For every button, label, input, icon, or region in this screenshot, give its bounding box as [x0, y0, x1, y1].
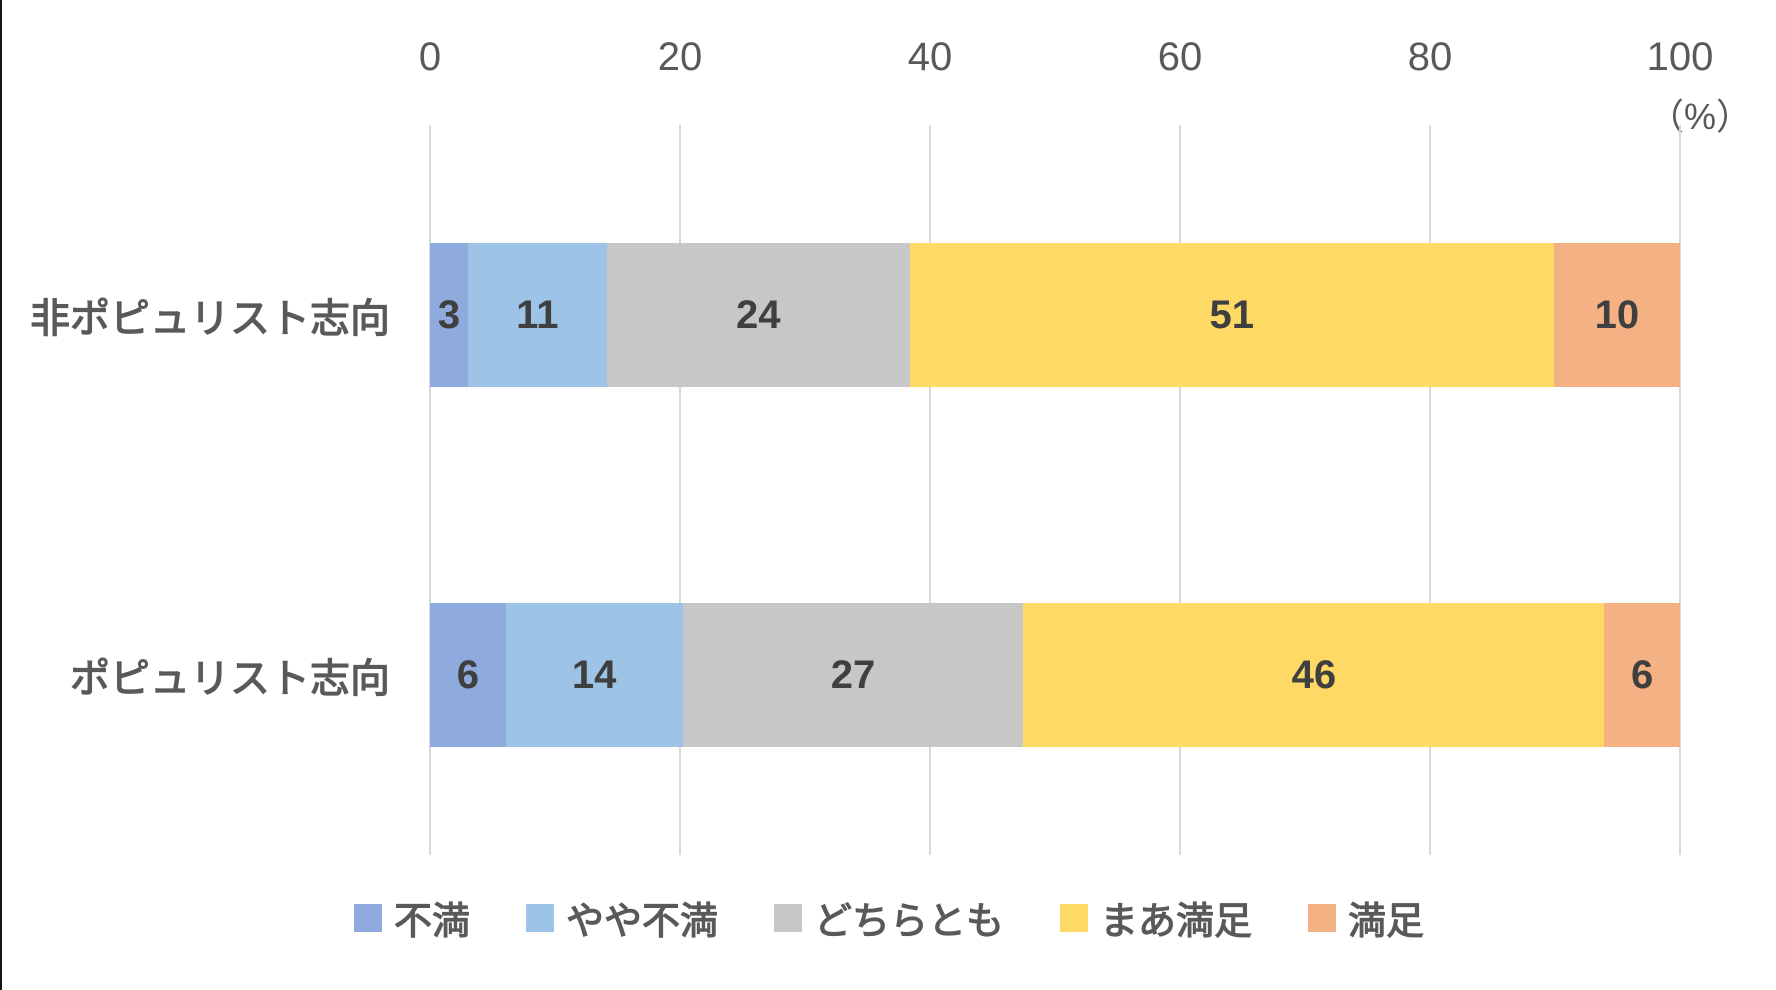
legend-swatch — [773, 903, 802, 932]
data-label: 14 — [571, 652, 617, 697]
x-tick-label: 20 — [657, 35, 703, 79]
legend-swatch — [353, 903, 382, 932]
data-label: 24 — [736, 292, 781, 337]
bar-segment: 10 — [1553, 243, 1680, 387]
legend-item: 満足 — [1308, 890, 1424, 945]
data-label: 6 — [1630, 652, 1654, 697]
bar-segment: 27 — [682, 603, 1024, 747]
legend: 不満 やや不満 どちらとも まあ満足 満足 — [2, 890, 1776, 945]
gridline — [929, 125, 931, 855]
legend-label: 満足 — [1348, 901, 1425, 943]
x-tick-label: 60 — [1157, 35, 1203, 79]
bar-segment: 46 — [1023, 603, 1605, 747]
bar-segment: 24 — [606, 243, 910, 387]
gridline — [429, 125, 431, 855]
x-axis-ticks: 0 20 40 60 80 100 — [419, 34, 1714, 80]
category-label-nonpopulist: 非ポピュリスト志向 — [30, 297, 390, 341]
gridline — [1179, 125, 1181, 855]
gridline — [1679, 125, 1681, 855]
bar-segment: 11 — [467, 243, 607, 387]
data-label: 51 — [1209, 292, 1255, 337]
bar-segment: 3 — [430, 243, 468, 387]
legend-item: どちらとも — [773, 890, 1004, 945]
legend-item: まあ満足 — [1060, 890, 1252, 945]
data-label: 6 — [456, 652, 479, 697]
data-label: 3 — [437, 292, 461, 337]
bar-segment: 14 — [505, 603, 683, 747]
data-label: 27 — [830, 652, 876, 697]
legend-item: 不満 — [353, 890, 470, 945]
category-label-populist: ポピュリスト志向 — [70, 657, 390, 701]
plot-area: 3 11 24 51 10 6 14 27 46 6 — [429, 125, 1681, 855]
bar-row-nonpopulist: 3 11 24 51 10 — [430, 243, 1680, 387]
legend-item: やや不満 — [525, 890, 718, 945]
bar-row-populist: 6 14 27 46 6 — [430, 603, 1680, 747]
x-tick-label: 40 — [907, 35, 953, 79]
legend-label: 不満 — [393, 901, 470, 943]
legend-label: やや不満 — [565, 901, 718, 943]
legend-swatch — [525, 903, 554, 932]
gridline — [679, 125, 681, 855]
legend-swatch — [1060, 903, 1088, 932]
legend-label: どちらとも — [813, 901, 1004, 943]
data-label: 46 — [1291, 652, 1337, 697]
legend-swatch — [1308, 903, 1337, 932]
bar-segment: 6 — [430, 603, 506, 747]
legend-label: まあ満足 — [1100, 901, 1253, 943]
data-label: 11 — [516, 292, 559, 337]
x-tick-label: 100 — [1646, 35, 1714, 79]
x-tick-label: 0 — [418, 35, 442, 79]
data-label: 10 — [1594, 292, 1640, 337]
x-axis-unit-label: （%） — [1647, 96, 1752, 137]
gridline — [1429, 125, 1431, 855]
bar-segment: 51 — [909, 243, 1554, 387]
bar-segment: 6 — [1604, 603, 1680, 747]
x-tick-label: 80 — [1407, 35, 1453, 79]
